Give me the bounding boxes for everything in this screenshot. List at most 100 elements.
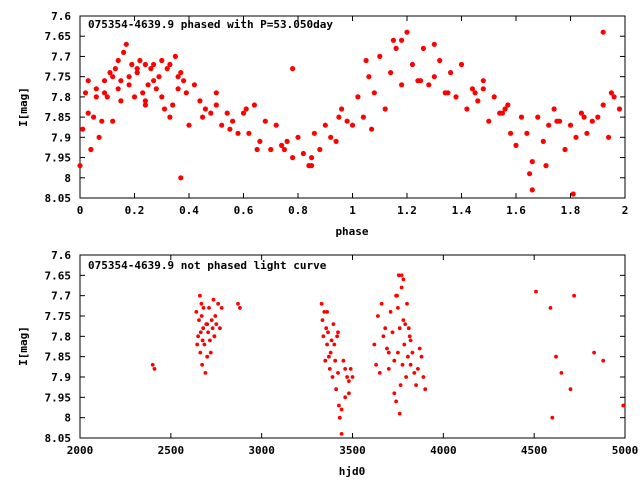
unphased-data-point (396, 350, 400, 355)
phased-data-point (191, 82, 197, 88)
phased-data-point (273, 122, 279, 128)
phased-data-point (426, 82, 432, 88)
phased-data-point (543, 163, 549, 169)
unphased-chart-title: 075354-4639.9 not phased light curve (88, 259, 327, 272)
unphased-data-point (319, 301, 324, 306)
phased-data-point (420, 45, 426, 52)
phased-data-point (235, 130, 241, 136)
phased-y-tick-label: 8.05 (45, 192, 72, 205)
phased-data-point (469, 86, 475, 92)
phased-data-point (578, 110, 585, 116)
unphased-data-point (323, 358, 328, 363)
phased-data-point (153, 86, 159, 92)
unphased-data-point (327, 354, 331, 359)
phased-data-point (600, 102, 606, 108)
unphased-data-point (206, 330, 211, 335)
phased-data-point (213, 90, 219, 96)
unphased-y-tick-label: 7.8 (51, 330, 71, 343)
unphased-data-point (150, 362, 155, 367)
phased-data-point (595, 114, 601, 120)
phased-data-point (121, 49, 127, 56)
phased-data-point (170, 102, 176, 108)
phased-data-point (570, 191, 576, 197)
phased-data-point (230, 118, 236, 124)
phased-data-point (448, 70, 454, 76)
phased-x-tick-label: 1 (349, 204, 356, 217)
phased-data-point (110, 118, 116, 124)
phased-data-point (529, 187, 535, 193)
unphased-data-point (568, 387, 573, 392)
phased-data-point (112, 66, 118, 72)
unphased-data-point (207, 306, 211, 310)
unphased-data-point (216, 301, 221, 306)
phased-data-point (527, 171, 533, 177)
unphased-data-point (392, 391, 397, 396)
unphased-data-point (202, 342, 207, 347)
phased-data-point (96, 134, 102, 140)
unphased-data-point (394, 293, 398, 298)
unphased-data-point (390, 330, 395, 335)
unphased-data-point (203, 371, 208, 375)
phased-ticks: 0 0.2 0.4 0.6 0.8 1 1.2 1.4 1.6 1.8 2 7.6 7.65 7.7 7.7… (45, 10, 629, 217)
unphased-data-point (208, 350, 213, 355)
phased-panel: 0 0.2 0.4 0.6 0.8 1 1.2 1.4 1.6 1.8 2 7.6 7.65 7.7 7.7… (17, 10, 628, 238)
phased-data-point (181, 78, 187, 84)
phased-data-point (156, 74, 162, 80)
phased-data-point (554, 118, 560, 124)
unphased-x-tick-label: 2500 (158, 444, 185, 457)
phased-x-axis-label: phase (335, 225, 368, 238)
phased-data-point (371, 90, 377, 96)
phased-data-point (246, 130, 252, 136)
phased-data-point (200, 114, 206, 120)
phased-data-point (551, 106, 557, 112)
phased-data-point (281, 146, 287, 153)
phased-y-tick-label: 7.9 (51, 131, 71, 144)
phased-data-point (360, 114, 366, 120)
phased-data-point (336, 114, 342, 120)
phased-x-tick-label: 0.2 (125, 204, 145, 217)
unphased-x-tick-label: 4000 (430, 444, 457, 457)
unphased-data-point (205, 322, 210, 326)
unphased-data-point (376, 314, 380, 318)
unphased-data-point (201, 326, 206, 331)
unphased-data-point (572, 293, 576, 298)
unphased-data-point (377, 371, 382, 375)
phased-y-tick-label: 8 (64, 172, 71, 185)
phased-data-point (600, 29, 606, 35)
phased-data-point (518, 114, 525, 120)
unphased-data-point (421, 375, 426, 379)
phased-data-point (82, 90, 89, 96)
phased-data-point (167, 61, 173, 68)
phased-data-point (101, 78, 108, 84)
unphased-data-point (379, 301, 384, 306)
phased-y-tick-label: 7.6 (51, 10, 71, 23)
unphased-data-point (410, 350, 415, 355)
unphased-y-tick-label: 7.9 (51, 371, 71, 384)
phased-data-point (404, 29, 410, 35)
phased-data-point (540, 138, 546, 144)
phased-data-point (322, 122, 328, 128)
unphased-data-point (383, 326, 388, 331)
unphased-x-tick-label: 2000 (67, 444, 94, 457)
unphased-data-point (406, 326, 411, 331)
unphased-data-point (554, 354, 558, 359)
unphased-data-point (198, 330, 203, 335)
unphased-data-point (201, 306, 206, 310)
phased-data-point (85, 78, 91, 84)
unphased-data-point (392, 358, 397, 363)
phased-data-point (175, 86, 181, 92)
phased-data-point (388, 70, 394, 76)
unphased-data-point (403, 322, 408, 326)
phased-data-point (115, 86, 121, 92)
unphased-data-point (408, 338, 413, 343)
phased-data-point (251, 102, 257, 108)
phased-data-point (513, 142, 519, 148)
unphased-data-point (326, 330, 330, 335)
unphased-data-point (335, 334, 339, 339)
phased-data-point (99, 118, 105, 124)
unphased-data-point (407, 334, 412, 339)
phased-data-point (224, 110, 230, 116)
unphased-data-point (419, 354, 424, 359)
phased-data-point (148, 66, 154, 72)
phased-data-point (167, 114, 173, 120)
